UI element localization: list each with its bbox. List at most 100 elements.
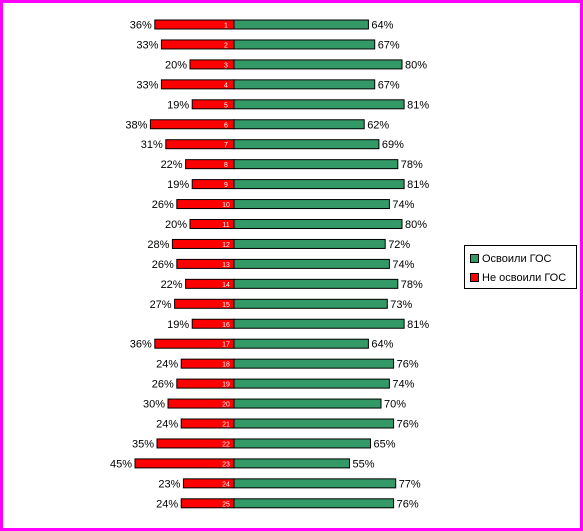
data-label-not-passed: 30% (143, 399, 165, 411)
bar-passed (233, 199, 390, 210)
bar-passed (233, 39, 376, 50)
data-label-not-passed: 23% (158, 478, 180, 490)
data-label-passed: 67% (378, 79, 400, 91)
bar-passed (233, 338, 369, 349)
data-label-passed: 81% (407, 99, 429, 111)
data-label-not-passed: 33% (136, 39, 158, 51)
data-label-not-passed: 28% (147, 239, 169, 251)
bar-passed (233, 59, 403, 70)
category-label: 12 (222, 242, 230, 249)
bar-passed (233, 119, 365, 130)
category-label: 10 (222, 202, 230, 209)
category-label: 13 (222, 262, 230, 269)
data-label-not-passed: 45% (110, 458, 132, 470)
category-label: 19 (222, 382, 230, 389)
category-label: 17 (222, 342, 230, 349)
category-label: 3 (224, 62, 228, 69)
bar-passed (233, 159, 399, 170)
data-label-not-passed: 26% (152, 379, 174, 391)
legend-item-failed: Не освоили ГОС (470, 271, 566, 285)
bar-not-passed (149, 119, 235, 130)
bar-not-passed (154, 19, 235, 30)
data-label-passed: 80% (405, 59, 427, 71)
data-label-passed: 55% (353, 458, 375, 470)
data-label-passed: 67% (378, 39, 400, 51)
bar-chart: 1 36% 64% 2 33% 67% 3 20% 80% 4 33% 67% 5 19% 81% 6 38% 6… (110, 19, 429, 510)
category-label: 4 (224, 82, 228, 89)
data-label-not-passed: 20% (165, 59, 187, 71)
category-label: 1 (224, 23, 228, 30)
data-label-not-passed: 38% (125, 119, 147, 131)
data-label-not-passed: 31% (141, 139, 163, 151)
data-label-not-passed: 36% (130, 339, 152, 351)
category-label: 16 (222, 322, 230, 329)
bar-passed (233, 139, 380, 150)
data-label-not-passed: 27% (150, 299, 172, 311)
bar-not-passed (134, 458, 235, 469)
category-label: 6 (224, 122, 228, 129)
bar-passed (233, 298, 388, 309)
data-label-passed: 74% (392, 259, 414, 271)
data-label-passed: 74% (392, 199, 414, 211)
bar-passed (233, 378, 390, 389)
category-label: 21 (222, 422, 230, 429)
data-label-not-passed: 26% (152, 199, 174, 211)
legend-swatch-failed (470, 272, 479, 282)
bar-passed (233, 99, 405, 110)
category-label: 22 (222, 441, 230, 448)
data-label-passed: 78% (401, 159, 423, 171)
category-label: 25 (222, 501, 230, 508)
data-label-passed: 73% (390, 299, 412, 311)
bar-passed (233, 258, 390, 269)
data-label-not-passed: 26% (152, 259, 174, 271)
category-label: 18 (222, 362, 230, 369)
data-label-not-passed: 24% (156, 498, 178, 510)
data-label-passed: 78% (401, 279, 423, 291)
category-label: 15 (222, 302, 230, 309)
data-label-not-passed: 35% (132, 438, 154, 450)
legend-label-passed: Освоили ГОС (482, 253, 552, 265)
category-label: 5 (224, 102, 228, 109)
data-label-passed: 69% (382, 139, 404, 151)
data-label-passed: 76% (397, 419, 419, 431)
category-label: 8 (224, 162, 228, 169)
bar-passed (233, 498, 395, 509)
category-label: 24 (222, 481, 230, 488)
data-label-not-passed: 19% (167, 319, 189, 331)
legend: Освоили ГОС Не освоили ГОС (464, 245, 577, 289)
data-label-passed: 81% (407, 319, 429, 331)
data-label-passed: 65% (374, 438, 396, 450)
data-label-passed: 74% (392, 379, 414, 391)
category-label: 14 (222, 282, 230, 289)
category-label: 23 (222, 461, 230, 468)
legend-label-failed: Не освоили ГОС (482, 272, 567, 284)
data-label-not-passed: 20% (165, 219, 187, 231)
legend-swatch-passed (470, 253, 479, 263)
data-label-passed: 77% (399, 478, 421, 490)
category-label: 20 (222, 402, 230, 409)
data-label-not-passed: 33% (136, 79, 158, 91)
bar-passed (233, 79, 376, 90)
bar-passed (233, 478, 397, 489)
bar-passed (233, 458, 350, 469)
data-label-passed: 64% (371, 20, 393, 32)
bar-passed (233, 358, 395, 369)
category-label: 9 (224, 182, 228, 189)
bar-passed (233, 418, 395, 429)
data-label-not-passed: 24% (156, 359, 178, 371)
bar-passed (233, 219, 403, 229)
data-label-passed: 76% (397, 498, 419, 510)
data-label-not-passed: 22% (161, 279, 183, 291)
legend-item-passed: Освоили ГОС (470, 252, 552, 266)
data-label-passed: 70% (384, 399, 406, 411)
data-label-passed: 62% (367, 119, 389, 131)
bar-passed (233, 398, 382, 409)
data-label-not-passed: 36% (130, 20, 152, 32)
data-label-not-passed: 19% (167, 99, 189, 111)
bar-passed (233, 238, 386, 249)
data-label-passed: 81% (407, 179, 429, 191)
bar-passed (233, 438, 371, 449)
data-label-passed: 76% (397, 359, 419, 371)
data-label-not-passed: 19% (167, 179, 189, 191)
category-label: 7 (224, 142, 228, 149)
